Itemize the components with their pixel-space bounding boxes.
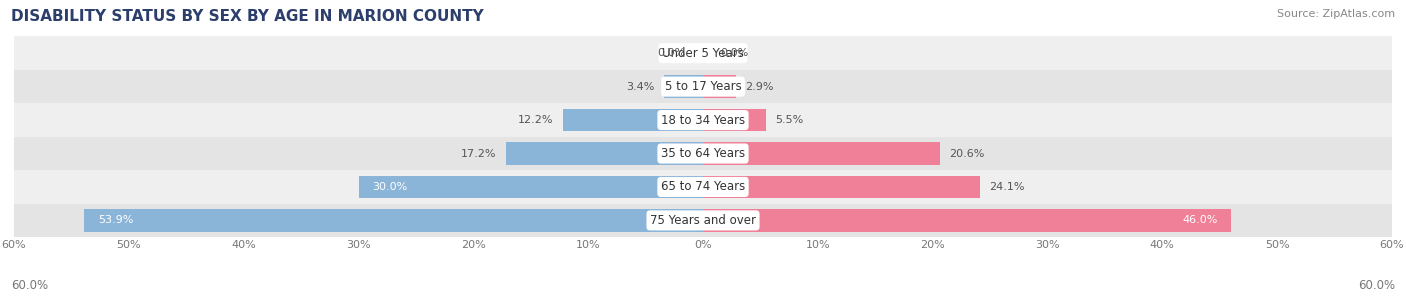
Text: 75 Years and over: 75 Years and over [650,214,756,227]
Bar [14,103,1392,137]
Bar [703,142,939,165]
Text: 18 to 34 Years: 18 to 34 Years [661,114,745,126]
Bar [506,142,703,165]
Text: 53.9%: 53.9% [98,216,134,225]
Bar [14,170,1392,204]
Text: 2.9%: 2.9% [745,82,773,92]
Text: 35 to 64 Years: 35 to 64 Years [661,147,745,160]
Bar [703,109,766,131]
Text: Under 5 Years: Under 5 Years [662,47,744,60]
Text: 3.4%: 3.4% [627,82,655,92]
Text: 20.6%: 20.6% [949,149,984,158]
Bar [84,209,703,232]
Bar [703,209,1232,232]
Text: 65 to 74 Years: 65 to 74 Years [661,181,745,193]
Bar [664,75,703,98]
Text: 24.1%: 24.1% [988,182,1025,192]
Text: 12.2%: 12.2% [519,115,554,125]
Bar [562,109,703,131]
Text: 60.0%: 60.0% [11,279,48,292]
Text: 17.2%: 17.2% [461,149,496,158]
Text: 46.0%: 46.0% [1182,216,1218,225]
Bar [359,176,703,198]
Text: 5 to 17 Years: 5 to 17 Years [665,80,741,93]
Text: DISABILITY STATUS BY SEX BY AGE IN MARION COUNTY: DISABILITY STATUS BY SEX BY AGE IN MARIO… [11,9,484,24]
Text: 5.5%: 5.5% [775,115,804,125]
Bar [14,204,1392,237]
Text: 0.0%: 0.0% [658,48,686,58]
Text: 30.0%: 30.0% [373,182,408,192]
Text: 60.0%: 60.0% [1358,279,1395,292]
Bar [14,36,1392,70]
Bar [703,75,737,98]
Bar [14,137,1392,170]
Bar [14,70,1392,103]
Bar [703,176,980,198]
Text: Source: ZipAtlas.com: Source: ZipAtlas.com [1277,9,1395,19]
Text: 0.0%: 0.0% [720,48,748,58]
